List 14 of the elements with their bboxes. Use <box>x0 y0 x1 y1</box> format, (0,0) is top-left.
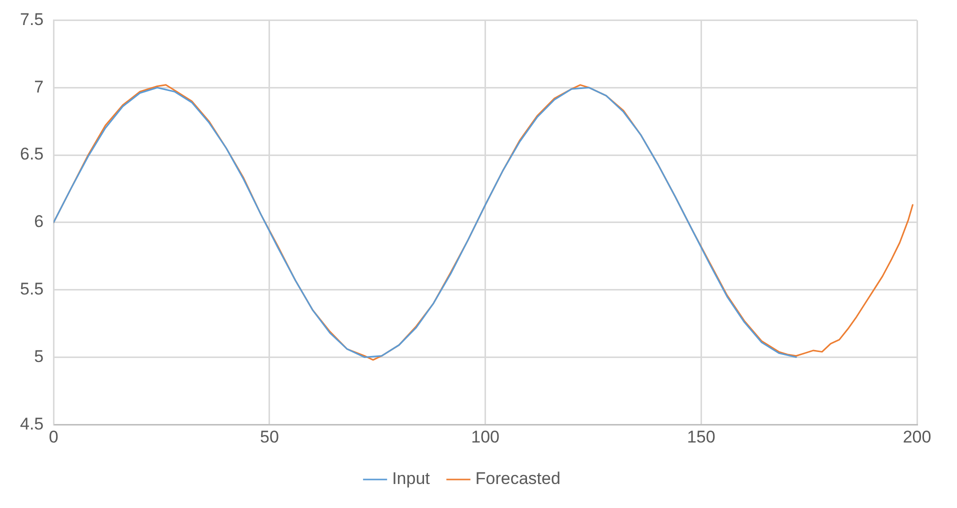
y-tick-label: 5.5 <box>20 279 44 298</box>
y-tick-label: 7.5 <box>20 10 44 29</box>
legend-label: Input <box>392 469 430 488</box>
y-tick-label: 4.5 <box>20 414 44 434</box>
y-tick-label: 7 <box>34 77 44 96</box>
legend-label: Forecasted <box>475 469 560 488</box>
y-tick-label: 6 <box>34 212 44 232</box>
x-tick-label: 50 <box>260 427 279 446</box>
x-tick-label: 200 <box>902 427 932 446</box>
x-tick-label: 150 <box>686 427 716 446</box>
x-tick-label: 100 <box>471 427 500 446</box>
y-tick-label: 5 <box>34 346 44 366</box>
y-tick-label: 6.5 <box>20 144 44 164</box>
x-tick-label: 0 <box>48 427 58 446</box>
